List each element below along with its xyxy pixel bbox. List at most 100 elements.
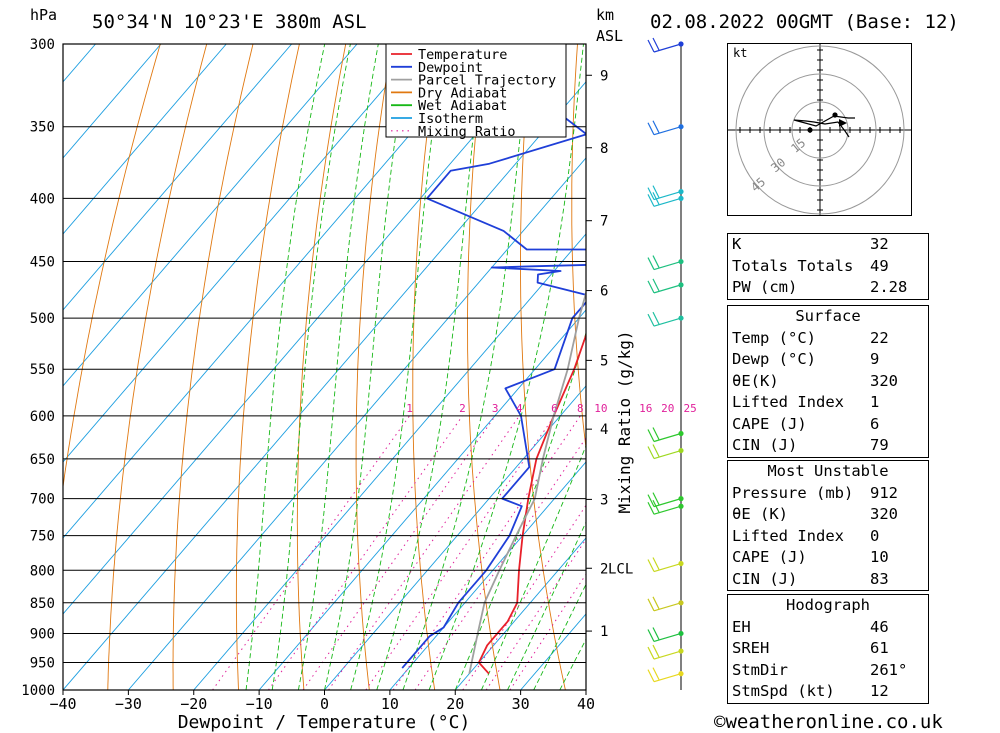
index-label: θE(K)	[732, 371, 779, 390]
height-tick-label: 7	[600, 214, 608, 230]
index-value: 12	[870, 682, 889, 700]
height-tick-label: 9	[600, 68, 608, 84]
surface-indices-table: Surface Temp (°C) 22 Dewp (°C) 9 θE(K) 320 Lif…	[727, 305, 929, 458]
hodograph-unit: kt	[733, 46, 747, 60]
height-tick-label: 2	[600, 561, 608, 577]
mixing-ratio-label: 4	[516, 402, 523, 415]
most-unstable-table: Most Unstable Pressure (mb) 912 θE (K) 320 L…	[727, 460, 929, 591]
hodograph-ring	[791, 101, 849, 159]
isotherm-line	[63, 44, 162, 159]
mixing-ratio-line	[302, 415, 496, 690]
index-row: StmDir 261°	[728, 660, 928, 682]
index-label: PW (cm)	[732, 278, 798, 296]
dewpoint-line	[401, 44, 586, 669]
mixing-ratio-line	[485, 538, 586, 690]
index-value: 912	[870, 483, 898, 502]
index-row: Totals Totals 49	[728, 256, 928, 278]
pressure-tick-label: 700	[30, 492, 55, 508]
height-tick-label: 5	[600, 353, 608, 369]
index-value: 1	[870, 393, 880, 411]
wind-barb	[647, 278, 682, 294]
wind-barb	[647, 627, 682, 643]
index-value: 79	[870, 436, 889, 454]
index-row: CAPE (J) 6	[728, 414, 928, 436]
mixing-ratio-label: 10	[594, 402, 607, 415]
index-value: 83	[870, 569, 889, 588]
wind-barb	[647, 37, 682, 53]
pressure-tick-label: 350	[30, 120, 55, 136]
x-tick-label: 30	[512, 695, 530, 713]
index-label: Dewp (°C)	[732, 350, 816, 368]
index-row: CIN (J) 83	[728, 569, 928, 591]
pressure-tick-label: 750	[30, 529, 55, 545]
hodograph-point	[807, 127, 813, 133]
wind-barb	[647, 120, 682, 136]
index-row: PW (cm) 2.28	[728, 277, 928, 299]
parcel-trajectory-line	[468, 289, 586, 674]
wind-barb	[647, 596, 682, 612]
index-value: 320	[870, 505, 898, 523]
index-value: 46	[870, 617, 889, 636]
mixing-ratio-label: 16	[639, 402, 652, 415]
isotherm-line	[128, 157, 586, 690]
index-row: CIN (J) 79	[728, 435, 928, 457]
mixing-ratio-label: 6	[551, 402, 558, 415]
index-row: Dewp (°C) 9	[728, 349, 928, 371]
index-row: Pressure (mb) 912	[728, 483, 928, 505]
height-tick-label: 4	[600, 422, 608, 438]
legend-label: Wet Adiabat	[418, 98, 507, 114]
pressure-tick-label: 950	[30, 655, 55, 671]
isotherm-line	[389, 461, 586, 690]
pressure-tick-label: 300	[30, 37, 55, 53]
isotherm-line	[324, 385, 586, 690]
mixing-ratio-line	[212, 415, 410, 690]
index-row: Lifted Index 1	[728, 392, 928, 414]
index-row: SREH 61	[728, 638, 928, 660]
isotherm-line	[63, 44, 227, 235]
index-row: θE (K) 320	[728, 504, 928, 526]
legend-label: Isotherm	[418, 111, 483, 127]
pressure-tick-label: 400	[30, 191, 55, 207]
index-value: 320	[870, 371, 898, 390]
mixing-ratio-label: 1	[406, 402, 413, 415]
x-tick-label: −20	[180, 695, 207, 713]
wind-barb	[647, 644, 682, 660]
isotherm-line	[63, 44, 358, 387]
x-tick-label: −40	[49, 695, 76, 713]
mixing-ratio-label: 20	[661, 402, 674, 415]
lcl-label: LCL	[608, 561, 633, 577]
wind-barb	[647, 192, 682, 207]
wet-adiabat-line	[533, 583, 586, 690]
index-value: 6	[870, 414, 880, 433]
dry-adiabat-line	[412, 44, 439, 690]
hodograph-indices-table: Hodograph EH 46 SREH 61 StmDir 261° StmSpd (kt…	[727, 594, 929, 704]
index-row: Temp (°C) 22	[728, 328, 928, 350]
mixing-ratio-label: 2	[459, 402, 466, 415]
index-label: CIN (J)	[732, 569, 798, 588]
index-row: CAPE (J) 10	[728, 547, 928, 569]
mixing-ratio-label: 25	[683, 402, 696, 415]
wind-barb	[647, 557, 682, 573]
pressure-tick-label: 500	[30, 311, 55, 327]
x-tick-label: 10	[381, 695, 399, 713]
index-value: 32	[870, 235, 889, 253]
wind-barb	[647, 499, 682, 515]
mixing-ratio-line	[267, 415, 463, 690]
height-unit: km	[596, 6, 614, 24]
wind-barb	[647, 427, 682, 443]
index-value: 10	[870, 548, 889, 566]
plot-frame	[62, 43, 587, 691]
mixing-ratio-line	[392, 415, 581, 690]
index-value: 61	[870, 639, 889, 657]
dry-adiabat-line	[995, 44, 1000, 690]
wet-adiabat-line	[428, 44, 584, 690]
legend-label: Mixing Ratio	[418, 124, 516, 140]
x-tick-label: 20	[446, 695, 464, 713]
index-row: K 32	[728, 234, 928, 256]
mixing-ratio-axis-label: Mixing Ratio (g/kg)	[615, 330, 634, 513]
index-value: 22	[870, 328, 889, 347]
most-unstable-title: Most Unstable	[767, 462, 889, 480]
index-label: StmDir	[732, 660, 788, 679]
